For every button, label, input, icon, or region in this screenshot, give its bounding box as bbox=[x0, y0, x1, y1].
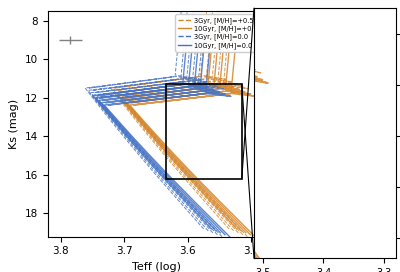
Bar bbox=[166, 84, 242, 179]
X-axis label: Teff (log): Teff (log) bbox=[132, 262, 180, 272]
Y-axis label: Ks (mag): Ks (mag) bbox=[10, 99, 20, 149]
Legend: 3Gyr, [M/H]=+0.5, 10Gyr, [M/H]=+0.5, 3Gyr, [M/H]=0.0, 10Gyr, [M/H]=0.0: 3Gyr, [M/H]=+0.5, 10Gyr, [M/H]=+0.5, 3Gy… bbox=[176, 14, 261, 52]
